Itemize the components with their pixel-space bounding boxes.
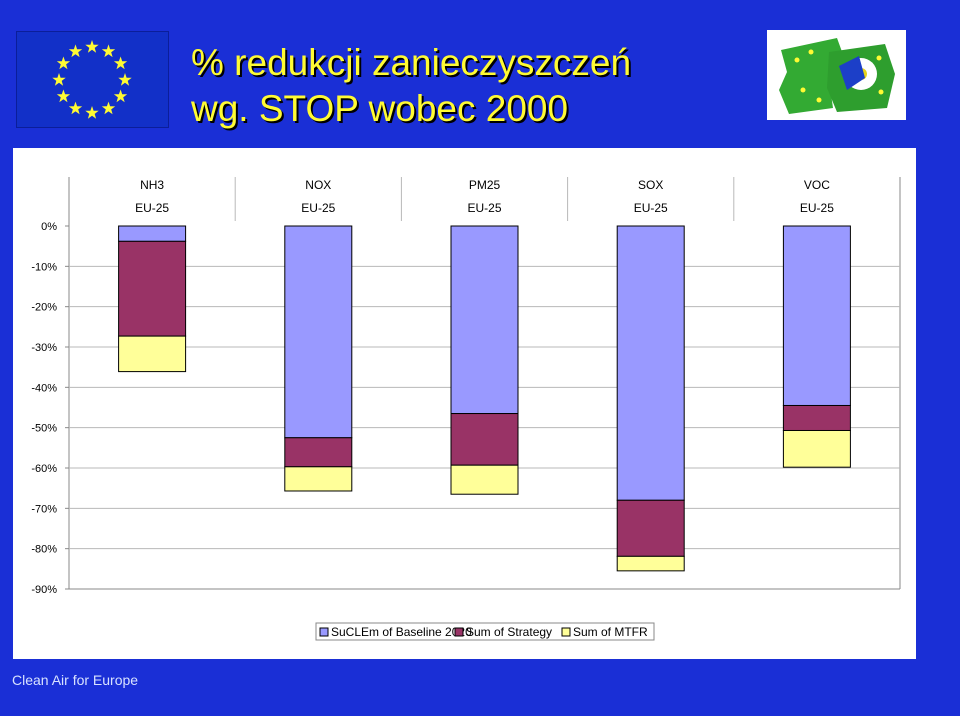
category-sublabel: EU-25	[467, 201, 501, 215]
chart-panel: 0% -10% -20% -30% -40% -50% -60% -70% -80% -90% N…	[13, 148, 916, 659]
y-tick-label: -70%	[31, 503, 57, 515]
footer-text: Clean Air for Europe	[12, 672, 139, 688]
category-sublabel: EU-25	[634, 201, 668, 215]
flag-star-icon	[113, 56, 128, 70]
flag-star-icon	[68, 101, 83, 115]
page-title: % redukcji zanieczyszczeń wg. STOP wobec…	[191, 40, 751, 132]
flag-star-icon	[101, 44, 116, 58]
category-label: VOC	[804, 178, 830, 192]
flag-star-icon	[56, 89, 71, 103]
flag-star-icon	[68, 44, 83, 58]
y-tick-label: 0%	[41, 221, 57, 233]
y-tick-label: -20%	[31, 302, 57, 314]
bar-segment	[782, 404, 851, 431]
flag-star-icon	[85, 106, 99, 119]
bar-segment	[616, 225, 685, 501]
cafe-programme-logo	[767, 30, 906, 120]
bar-segment	[616, 555, 685, 572]
y-tick-label: -10%	[31, 261, 57, 273]
bar-segment	[118, 335, 187, 373]
flag-star-icon	[113, 89, 128, 103]
y-tick-label: -40%	[31, 382, 57, 394]
legend-swatch	[319, 627, 329, 637]
bar-segment	[782, 429, 851, 468]
flag-star-icon	[85, 40, 99, 53]
y-tick-label: -30%	[31, 342, 57, 354]
category-sublabel: EU-25	[800, 201, 834, 215]
category-label: NOX	[305, 178, 331, 192]
legend-label: SuCLEm of Baseline 2020	[331, 625, 472, 639]
bar-segment	[284, 466, 353, 492]
category-label: SOX	[638, 178, 663, 192]
category-sublabel: EU-25	[135, 201, 169, 215]
y-tick-label: -90%	[31, 584, 57, 596]
bar-segment	[450, 464, 519, 495]
legend-swatch	[561, 627, 571, 637]
bar-segment	[284, 225, 353, 439]
category-sublabel: EU-25	[301, 201, 335, 215]
bar-segment	[616, 499, 685, 557]
flag-star-icon	[56, 56, 71, 70]
flag-star-icon	[101, 101, 116, 115]
bar-segment	[118, 240, 187, 337]
bar-segment	[118, 225, 187, 242]
eu-flag-logo	[16, 31, 169, 128]
bar-segment	[450, 413, 519, 466]
legend-swatch	[454, 627, 464, 637]
legend-label: Sum of Strategy	[466, 625, 552, 639]
eu-stars-icon	[52, 40, 132, 119]
title-line-1: % redukcji zanieczyszczeń	[191, 42, 632, 83]
bar-segment	[450, 225, 519, 415]
category-label: PM25	[469, 178, 501, 192]
y-tick-label: -50%	[31, 423, 57, 435]
bar-segment	[782, 225, 851, 406]
flag-star-icon	[52, 73, 66, 86]
legend-label: Sum of MTFR	[573, 625, 648, 639]
flag-star-icon	[118, 73, 132, 86]
y-tick-label: -60%	[31, 463, 57, 475]
y-tick-label: -80%	[31, 544, 57, 556]
chart-svg: 0% -10% -20% -30% -40% -50% -60% -70% -80% -90% N…	[31, 177, 901, 641]
bar-segment	[284, 437, 353, 468]
cafe-logo-icon	[779, 38, 895, 114]
title-line-2: wg. STOP wobec 2000	[191, 88, 569, 129]
category-label: NH3	[140, 178, 164, 192]
